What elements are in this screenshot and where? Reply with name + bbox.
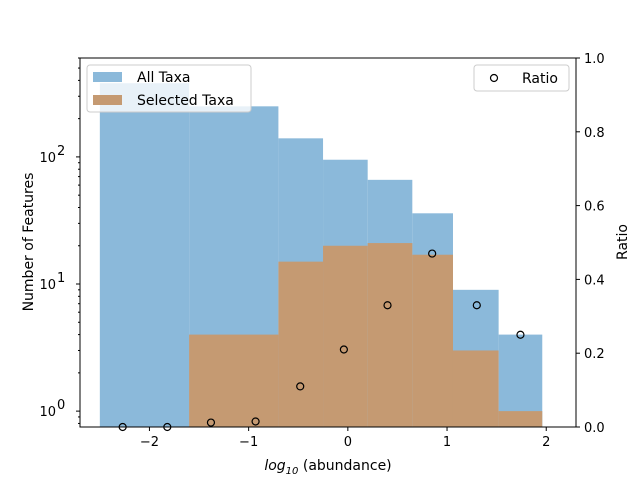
x-axis-label-math: log	[264, 458, 285, 474]
y-tick-label: 10	[39, 151, 56, 166]
legend-right: Ratio	[473, 64, 570, 92]
x-axis-label-rest: (abundance)	[298, 458, 391, 474]
y-tick-exponent: 2	[57, 144, 65, 159]
plot-frame	[79, 57, 577, 428]
ratio-point	[339, 345, 348, 354]
x-tick-label: 0	[344, 435, 352, 450]
selected-taxa-bar	[189, 334, 279, 427]
x-axis-ticks: −2 −1 0 1 2	[140, 427, 550, 450]
x-tick-label: 1	[443, 435, 451, 450]
y2-tick-label: 0.4	[584, 273, 605, 288]
y-tick-label: 10	[39, 405, 56, 420]
ratio-point	[251, 417, 260, 426]
x-tick-label: −2	[140, 435, 159, 450]
selected-taxa-bar	[278, 261, 324, 427]
y2-tick-label: 0.6	[584, 200, 605, 215]
y-tick-label: 10	[39, 278, 56, 293]
ratio-point	[472, 301, 481, 310]
legend-swatch-selected-taxa	[93, 95, 122, 105]
legend-left: All Taxa Selected Taxa	[86, 64, 252, 113]
y2-tick-label: 0.0	[584, 421, 605, 436]
ratio-point	[383, 301, 392, 310]
x-axis-label-sub: 10	[286, 466, 299, 477]
selected-taxa-bar	[412, 254, 453, 427]
ratio-point	[428, 249, 437, 258]
ratio-point	[206, 418, 216, 427]
legend-label-selected-taxa: Selected Taxa	[137, 93, 234, 109]
ratio-point	[296, 382, 305, 391]
x-axis-label: log10 (abundance)	[264, 458, 391, 477]
legend-right-frame	[473, 64, 570, 92]
ratio-point	[516, 330, 525, 339]
legend-left-frame	[86, 64, 252, 113]
x-tick-label: 2	[542, 435, 550, 450]
legend-swatch-all-taxa	[93, 72, 122, 82]
y2-axis-label: Ratio	[615, 224, 631, 260]
legend-marker-ratio	[489, 73, 499, 83]
y2-tick-label: 1.0	[584, 52, 605, 67]
y2-tick-label: 0.2	[584, 347, 605, 362]
y2-tick-label: 0.8	[584, 126, 605, 141]
y-tick-exponent: 1	[57, 271, 65, 286]
selected-taxa-bar	[323, 245, 368, 427]
y-tick-exponent: 0	[57, 398, 65, 413]
y2-axis-ticks: 0.0 0.2 0.4 0.6 0.8 1.0	[576, 52, 605, 436]
y-axis-label: Number of Features	[21, 173, 37, 312]
legend-label-all-taxa: All Taxa	[137, 70, 190, 86]
all-taxa-bar	[99, 83, 190, 427]
selected-taxa-bar	[452, 350, 499, 427]
x-tick-label: −1	[239, 435, 258, 450]
selected-taxa-bars	[189, 243, 543, 427]
selected-taxa-bar	[367, 243, 413, 427]
selected-taxa-bar	[498, 411, 543, 427]
legend-label-ratio: Ratio	[522, 71, 558, 87]
